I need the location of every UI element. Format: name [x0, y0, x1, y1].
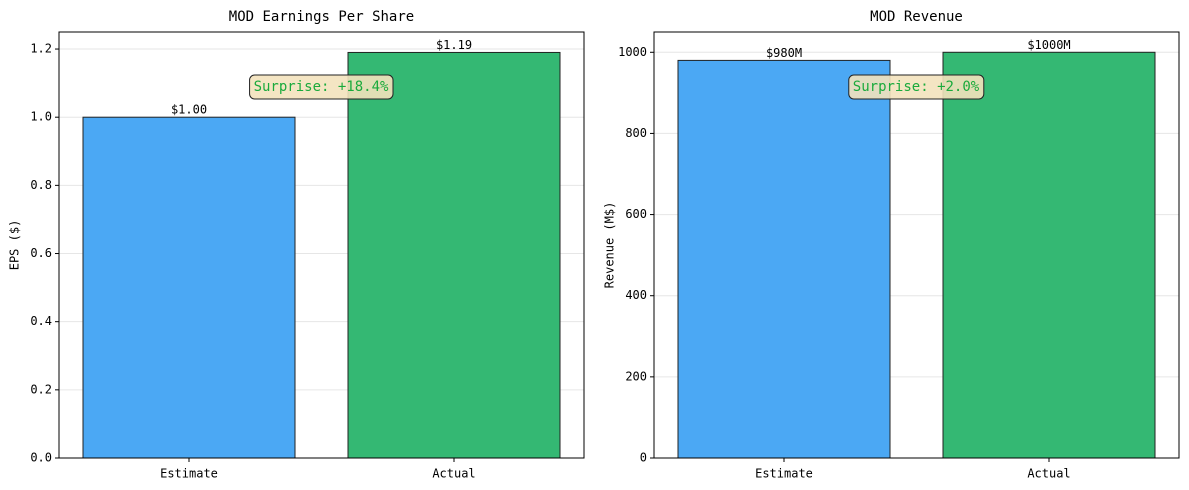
- chart-title: MOD Earnings Per Share: [229, 9, 414, 25]
- bar: [347, 51, 561, 459]
- x-tick-label: Estimate: [755, 467, 813, 481]
- y-tick-label: 0.0: [30, 451, 52, 465]
- y-tick-label: 0.8: [30, 178, 52, 192]
- value-label: $980M: [766, 46, 802, 60]
- y-tick-label: 1.2: [30, 42, 52, 56]
- value-label: $1.19: [436, 38, 472, 52]
- axes-frame: [653, 31, 1180, 459]
- y-tick-label: 800: [625, 126, 647, 140]
- y-tick-label: 1000: [618, 45, 647, 59]
- y-axis-label: Revenue (M$): [603, 202, 617, 289]
- bar: [82, 116, 296, 459]
- value-label: $1.00: [171, 103, 207, 117]
- y-tick-label: 600: [625, 207, 647, 221]
- axes-frame: [58, 31, 585, 459]
- chart-title: MOD Revenue: [870, 9, 963, 25]
- y-tick-label: 0.2: [30, 382, 52, 396]
- y-tick-label: 0: [640, 451, 647, 465]
- y-tick-label: 0.4: [30, 314, 52, 328]
- y-tick-label: 0.6: [30, 246, 52, 260]
- value-label: $1000M: [1027, 38, 1070, 52]
- y-tick-label: 200: [625, 369, 647, 383]
- x-tick-label: Actual: [1027, 467, 1070, 481]
- annotation: Surprise: +18.4%: [254, 79, 389, 95]
- bar: [942, 51, 1156, 459]
- x-tick-label: Actual: [432, 467, 475, 481]
- annotation-box: [249, 74, 394, 100]
- annotation: Surprise: +2.0%: [853, 79, 980, 95]
- x-tick-label: Estimate: [160, 467, 218, 481]
- annotation-box: [848, 74, 985, 100]
- bar: [677, 59, 891, 459]
- y-tick-label: 1.0: [30, 110, 52, 124]
- y-tick-label: 400: [625, 288, 647, 302]
- y-axis-label: EPS ($): [8, 220, 22, 271]
